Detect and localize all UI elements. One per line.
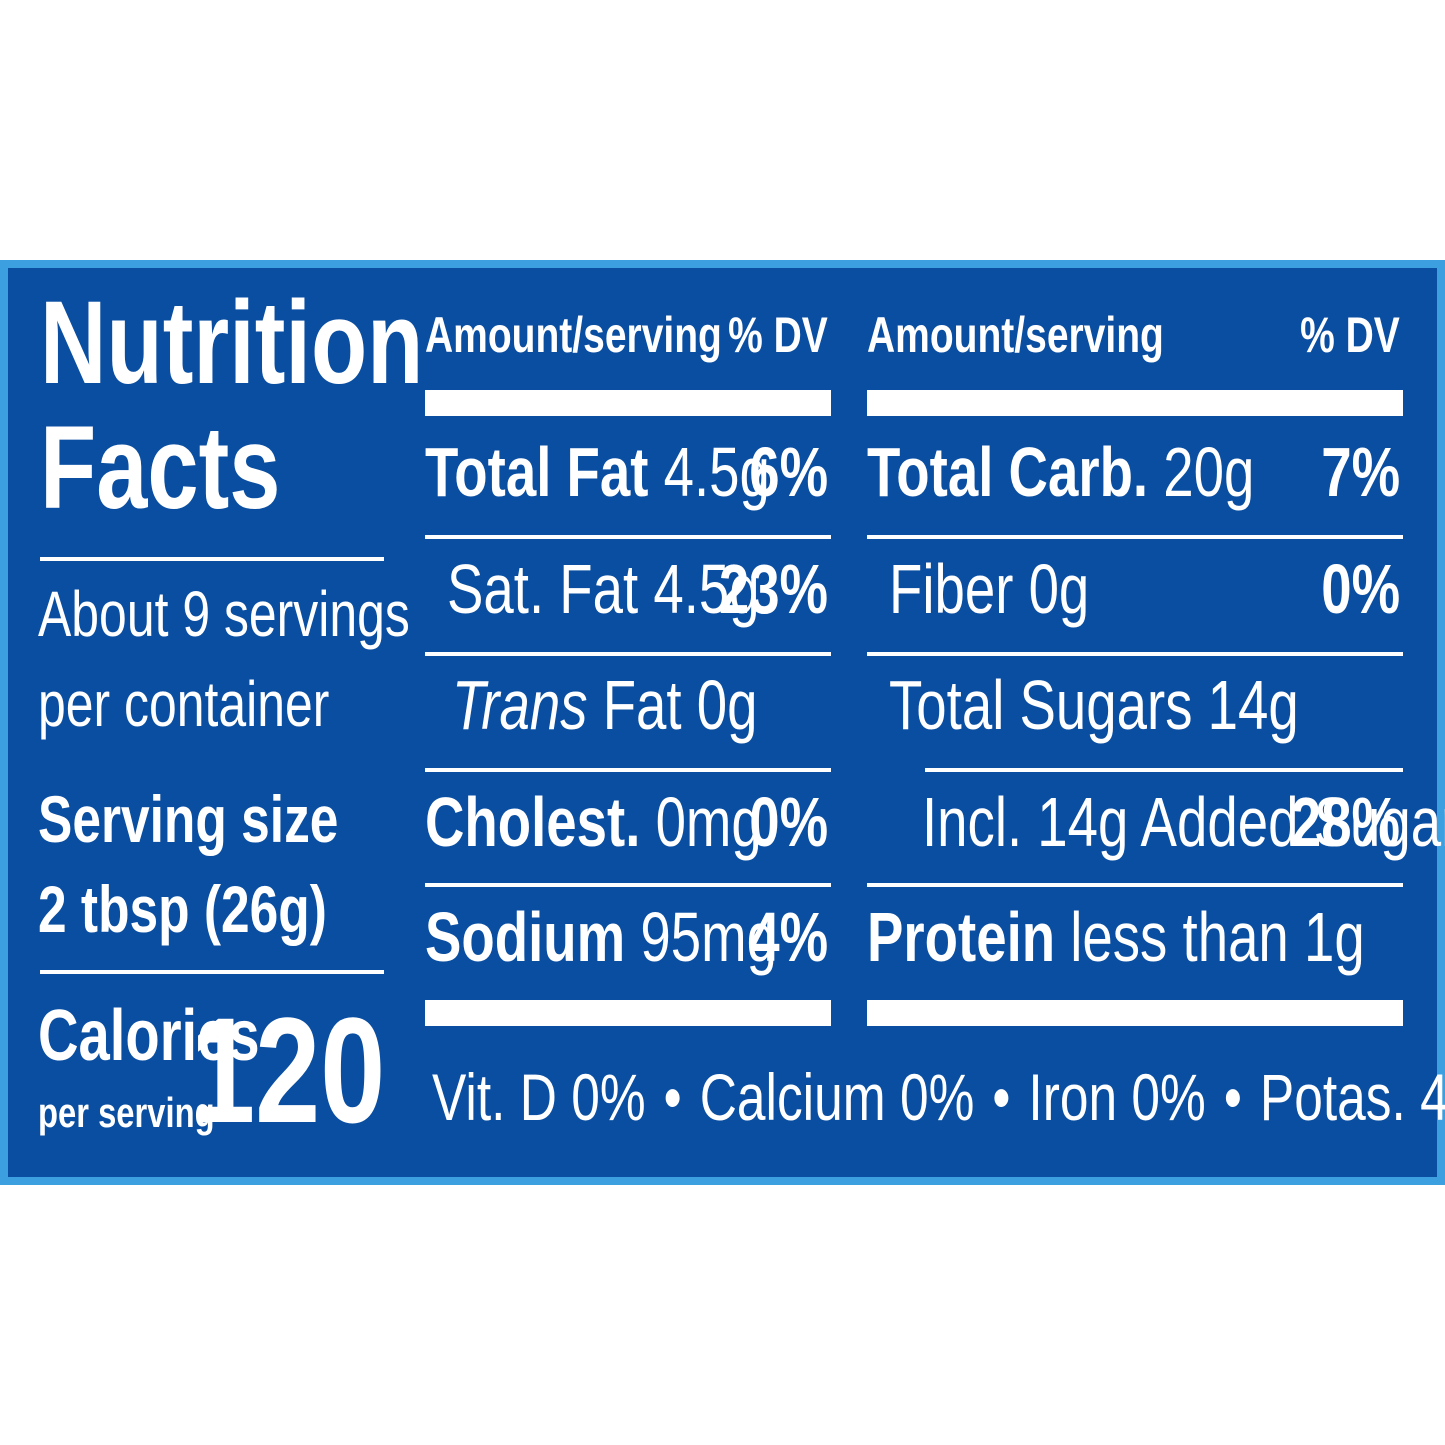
text-part: 4.5g bbox=[653, 550, 760, 628]
text-part: Fiber bbox=[889, 550, 1014, 628]
text-part: Fat bbox=[602, 666, 682, 744]
text-part: Cholest. bbox=[425, 783, 641, 861]
title: Facts bbox=[40, 409, 280, 527]
rule bbox=[425, 883, 831, 887]
text-part: Total Sugars bbox=[889, 666, 1193, 744]
text-part: Amount/serving bbox=[425, 307, 722, 363]
text-part: 0g bbox=[696, 666, 758, 744]
rule bbox=[867, 652, 1403, 656]
text-part: 2 tbsp (26g) bbox=[38, 871, 327, 946]
nutrient: Fiber 0g bbox=[889, 554, 1089, 624]
bullet bbox=[646, 1060, 700, 1134]
nutrient: Sat. Fat 4.5g bbox=[447, 554, 760, 624]
text-part: 120 bbox=[189, 986, 385, 1154]
calories-sub: per serving bbox=[38, 1092, 215, 1134]
text-part: per container bbox=[38, 668, 330, 741]
header-amount: Amount/serving bbox=[867, 310, 1164, 360]
nutrient: Total Fat 4.5g bbox=[425, 437, 770, 507]
daily-value: 28% bbox=[1291, 787, 1400, 857]
rule bbox=[425, 1000, 831, 1026]
nutrient: Total Sugars 14g bbox=[889, 670, 1299, 740]
text-part: less than 1g bbox=[1070, 898, 1365, 976]
serving-size-value: 2 tbsp (26g) bbox=[38, 876, 327, 942]
bullet bbox=[1206, 1060, 1260, 1134]
text-part: About 9 servings bbox=[38, 578, 410, 651]
text-part: 0g bbox=[1028, 550, 1090, 628]
header-dv: % DV bbox=[728, 310, 828, 360]
text-part: Protein bbox=[867, 898, 1056, 976]
text-part: 0% bbox=[749, 783, 828, 861]
calories-label: Calories bbox=[38, 1000, 260, 1072]
text-part: Trans bbox=[452, 666, 588, 744]
rule bbox=[867, 1000, 1403, 1026]
text-part: 6% bbox=[749, 433, 828, 511]
bullet bbox=[974, 1060, 1028, 1134]
calories-value: 120 bbox=[190, 995, 385, 1145]
vitamin: Calcium 0% bbox=[699, 1059, 975, 1134]
rule bbox=[925, 768, 1403, 772]
daily-value: 0% bbox=[1321, 554, 1400, 624]
servings: per container bbox=[38, 672, 329, 736]
rule bbox=[867, 390, 1403, 416]
text-part: 4.5g bbox=[663, 433, 770, 511]
nutrient: Protein less than 1g bbox=[867, 902, 1365, 972]
text-part: Sodium bbox=[425, 898, 626, 976]
rule bbox=[425, 768, 831, 772]
text-part: Amount/serving bbox=[867, 307, 1164, 363]
vitamin: Iron 0% bbox=[1028, 1059, 1206, 1134]
text-part: Total Fat bbox=[425, 433, 649, 511]
text-part: 20g bbox=[1163, 433, 1255, 511]
rule bbox=[867, 883, 1403, 887]
text-part: 4% bbox=[749, 898, 828, 976]
daily-value: 23% bbox=[719, 554, 828, 624]
nutrient: Incl. 14g Added Sugars bbox=[922, 787, 1445, 857]
text-part: 0mg bbox=[655, 783, 762, 861]
nutrient: Sodium 95mg bbox=[425, 902, 777, 972]
daily-value: 6% bbox=[749, 437, 828, 507]
rule bbox=[867, 535, 1403, 539]
header-dv: % DV bbox=[1300, 310, 1400, 360]
text-part: % DV bbox=[1300, 307, 1400, 363]
header-amount: Amount/serving bbox=[425, 310, 722, 360]
text-part: 0% bbox=[1321, 550, 1400, 628]
daily-value: 0% bbox=[749, 787, 828, 857]
rule bbox=[40, 970, 384, 974]
rule bbox=[425, 535, 831, 539]
daily-value: 7% bbox=[1321, 437, 1400, 507]
text-part: Total Carb. bbox=[867, 433, 1149, 511]
title: Nutrition bbox=[40, 284, 423, 402]
text-part: 95mg bbox=[640, 898, 777, 976]
text-part: Incl. 14g Added Sugars bbox=[922, 783, 1445, 861]
rule bbox=[425, 652, 831, 656]
text-part: per serving bbox=[38, 1089, 215, 1137]
nutrient: Cholest. 0mg bbox=[425, 787, 762, 857]
text-part: 23% bbox=[718, 550, 828, 628]
serving-size-label: Serving size bbox=[38, 786, 338, 852]
vitamin: Vit. D 0% bbox=[432, 1059, 646, 1134]
text-part: 28% bbox=[1290, 783, 1400, 861]
servings: About 9 servings bbox=[38, 582, 410, 646]
nutrient: Trans Fat 0g bbox=[452, 670, 758, 740]
text-part: Sat. Fat bbox=[447, 550, 639, 628]
vitamin: Potas. 4% bbox=[1259, 1059, 1445, 1134]
nutrient: Total Carb. 20g bbox=[867, 437, 1254, 507]
daily-value: 4% bbox=[749, 902, 828, 972]
text-part: 14g bbox=[1207, 666, 1299, 744]
text-part: Nutrition bbox=[40, 276, 424, 409]
text-part: % DV bbox=[728, 307, 828, 363]
rule bbox=[425, 390, 831, 416]
rule bbox=[40, 557, 384, 561]
vitamins: Vit. D 0% Calcium 0% Iron 0% Potas. 4% bbox=[432, 1060, 1445, 1134]
text-part: Serving size bbox=[38, 781, 339, 856]
text-part: 7% bbox=[1321, 433, 1400, 511]
text-part: Calories bbox=[38, 996, 260, 1077]
text-part: Facts bbox=[40, 401, 281, 534]
